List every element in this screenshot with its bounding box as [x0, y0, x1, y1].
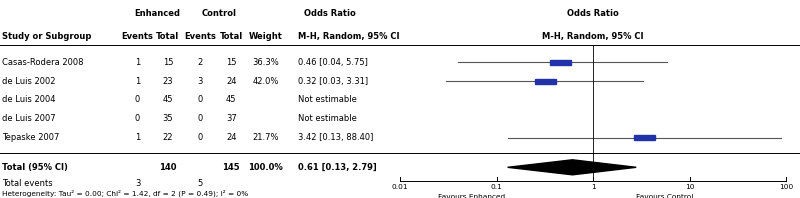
Text: 3.42 [0.13, 88.40]: 3.42 [0.13, 88.40] [298, 133, 373, 142]
Text: 0.01: 0.01 [392, 184, 408, 189]
Text: 0.32 [0.03, 3.31]: 0.32 [0.03, 3.31] [298, 77, 368, 86]
Text: 3: 3 [198, 77, 202, 86]
Text: 0: 0 [135, 114, 140, 123]
Text: 0.1: 0.1 [490, 184, 502, 189]
Text: 23: 23 [162, 77, 174, 86]
Text: 5: 5 [198, 179, 202, 188]
Text: Study or Subgroup: Study or Subgroup [2, 32, 91, 41]
Text: 3: 3 [135, 179, 140, 188]
Text: Odds Ratio: Odds Ratio [304, 9, 355, 18]
Text: Favours Control: Favours Control [636, 194, 694, 198]
Text: de Luis 2007: de Luis 2007 [2, 114, 55, 123]
Text: Total: Total [156, 32, 180, 41]
Text: 35: 35 [162, 114, 174, 123]
Text: Control: Control [202, 9, 237, 18]
Text: Not estimable: Not estimable [298, 95, 357, 105]
Text: Events: Events [184, 32, 216, 41]
Text: 2: 2 [198, 58, 202, 67]
Text: Odds Ratio: Odds Ratio [567, 9, 619, 18]
Text: 24: 24 [226, 77, 237, 86]
Text: 15: 15 [162, 58, 174, 67]
Text: de Luis 2004: de Luis 2004 [2, 95, 55, 105]
Text: 100.0%: 100.0% [248, 163, 283, 172]
Text: 42.0%: 42.0% [253, 77, 278, 86]
Text: 37: 37 [226, 114, 237, 123]
Text: Casas-Rodera 2008: Casas-Rodera 2008 [2, 58, 83, 67]
Text: de Luis 2002: de Luis 2002 [2, 77, 55, 86]
Text: 1: 1 [135, 133, 140, 142]
Text: 0.46 [0.04, 5.75]: 0.46 [0.04, 5.75] [298, 58, 367, 67]
Text: Total (95% CI): Total (95% CI) [2, 163, 67, 172]
Text: 36.3%: 36.3% [252, 58, 279, 67]
Text: 0: 0 [198, 114, 202, 123]
Bar [634, 135, 655, 140]
Text: 145: 145 [222, 163, 240, 172]
Text: Favours Enhanced: Favours Enhanced [438, 194, 505, 198]
Text: Heterogeneity: Tau² = 0.00; Chi² = 1.42, df = 2 (P = 0.49); I² = 0%: Heterogeneity: Tau² = 0.00; Chi² = 1.42,… [2, 190, 248, 197]
Text: M-H, Random, 95% CI: M-H, Random, 95% CI [298, 32, 399, 41]
Text: 0: 0 [198, 95, 202, 105]
Text: 22: 22 [162, 133, 174, 142]
Text: 0: 0 [198, 133, 202, 142]
Text: 140: 140 [159, 163, 177, 172]
Text: 100: 100 [779, 184, 794, 189]
Text: Events: Events [122, 32, 154, 41]
Bar [535, 79, 556, 84]
Text: 0.61 [0.13, 2.79]: 0.61 [0.13, 2.79] [298, 163, 376, 172]
Text: 1: 1 [135, 58, 140, 67]
Text: 0: 0 [135, 95, 140, 105]
Text: 1: 1 [135, 77, 140, 86]
Polygon shape [508, 160, 636, 175]
Text: Tepaske 2007: Tepaske 2007 [2, 133, 59, 142]
Text: 24: 24 [226, 133, 237, 142]
Text: 1: 1 [591, 184, 595, 189]
Bar [550, 60, 571, 65]
Text: 21.7%: 21.7% [252, 133, 279, 142]
Text: Not estimable: Not estimable [298, 114, 357, 123]
Text: Total events: Total events [2, 179, 52, 188]
Text: 15: 15 [226, 58, 237, 67]
Text: 45: 45 [162, 95, 174, 105]
Text: 10: 10 [685, 184, 694, 189]
Text: Weight: Weight [249, 32, 282, 41]
Text: Total: Total [219, 32, 243, 41]
Text: Enhanced: Enhanced [134, 9, 180, 18]
Text: M-H, Random, 95% CI: M-H, Random, 95% CI [542, 32, 644, 41]
Text: 45: 45 [226, 95, 237, 105]
